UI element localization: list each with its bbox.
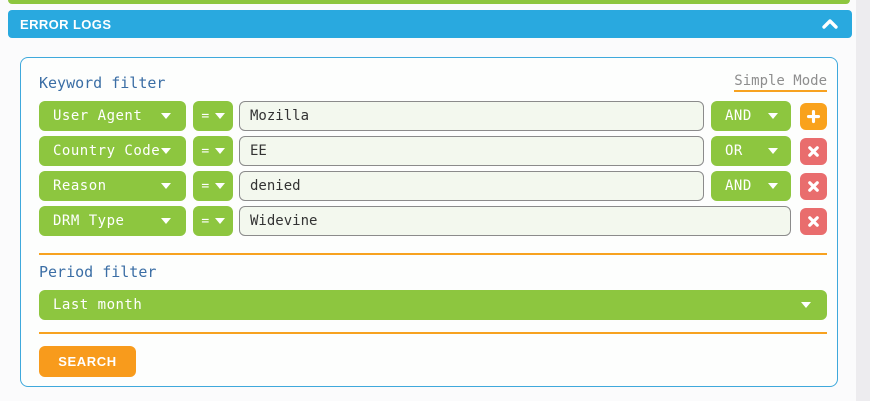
add-filter-button[interactable] bbox=[800, 102, 827, 130]
field-select-value: DRM Type bbox=[53, 213, 125, 229]
boolean-select-value: AND bbox=[725, 178, 752, 194]
field-select[interactable]: DRM Type bbox=[39, 206, 186, 236]
filter-row: Reason = AND bbox=[39, 171, 827, 201]
filter-row: Country Code = OR bbox=[39, 136, 827, 166]
caret-down-icon bbox=[214, 218, 225, 224]
caret-down-icon bbox=[214, 113, 225, 119]
operator-select-value: = bbox=[201, 143, 210, 159]
chevron-up-icon[interactable] bbox=[821, 17, 839, 31]
keyword-value-input[interactable] bbox=[239, 171, 704, 201]
page-scroll-gutter[interactable] bbox=[856, 0, 870, 401]
boolean-select-value: AND bbox=[725, 108, 752, 124]
caret-down-icon bbox=[768, 148, 778, 154]
caret-down-icon bbox=[214, 148, 225, 154]
boolean-select[interactable]: AND bbox=[711, 171, 791, 201]
x-icon bbox=[808, 145, 819, 157]
simple-mode-link[interactable]: Simple Mode bbox=[734, 73, 827, 92]
orange-divider bbox=[39, 332, 827, 334]
field-select[interactable]: Reason bbox=[39, 171, 186, 201]
keyword-value-input[interactable] bbox=[239, 136, 704, 166]
filter-row: DRM Type = bbox=[39, 206, 827, 236]
boolean-select[interactable]: OR bbox=[711, 136, 791, 166]
operator-select[interactable]: = bbox=[193, 171, 233, 201]
operator-select-value: = bbox=[201, 213, 210, 229]
keyword-value-input[interactable] bbox=[239, 101, 704, 131]
caret-down-icon bbox=[768, 113, 778, 119]
field-select-value: User Agent bbox=[53, 108, 143, 124]
field-select-value: Country Code bbox=[53, 143, 161, 159]
search-button[interactable]: SEARCH bbox=[39, 346, 136, 377]
previous-section-edge bbox=[8, 0, 850, 4]
caret-down-icon bbox=[214, 183, 225, 189]
x-icon bbox=[808, 180, 819, 192]
operator-select-value: = bbox=[201, 108, 210, 124]
operator-select-value: = bbox=[201, 178, 210, 194]
caret-down-icon bbox=[768, 183, 778, 189]
keyword-filter-title: Keyword filter bbox=[39, 74, 166, 92]
operator-select[interactable]: = bbox=[193, 101, 233, 131]
section-title: ERROR LOGS bbox=[20, 16, 112, 32]
caret-down-icon bbox=[161, 183, 171, 189]
error-logs-section-header[interactable]: ERROR LOGS bbox=[8, 10, 852, 38]
operator-select[interactable]: = bbox=[193, 136, 233, 166]
filter-row: User Agent = AND bbox=[39, 101, 827, 131]
caret-down-icon bbox=[161, 218, 171, 224]
plus-icon bbox=[806, 109, 821, 123]
remove-filter-button[interactable] bbox=[800, 137, 827, 165]
keyword-filter-header: Keyword filter Simple Mode bbox=[39, 70, 827, 92]
keyword-value-input[interactable] bbox=[239, 206, 791, 236]
period-filter-title: Period filter bbox=[39, 263, 157, 281]
remove-filter-button[interactable] bbox=[800, 172, 827, 200]
caret-down-icon bbox=[161, 148, 171, 154]
caret-down-icon bbox=[161, 113, 171, 119]
x-icon bbox=[808, 215, 819, 227]
period-select[interactable]: Last month bbox=[39, 290, 827, 320]
operator-select[interactable]: = bbox=[193, 206, 233, 236]
boolean-select-value: OR bbox=[725, 143, 743, 159]
error-logs-panel: Keyword filter Simple Mode User Agent = … bbox=[20, 57, 838, 387]
field-select-value: Reason bbox=[53, 178, 107, 194]
caret-down-icon bbox=[801, 302, 811, 308]
remove-filter-button[interactable] bbox=[800, 207, 827, 235]
orange-divider bbox=[39, 253, 827, 255]
field-select[interactable]: Country Code bbox=[39, 136, 186, 166]
field-select[interactable]: User Agent bbox=[39, 101, 186, 131]
period-select-value: Last month bbox=[53, 297, 143, 313]
boolean-select[interactable]: AND bbox=[711, 101, 791, 131]
